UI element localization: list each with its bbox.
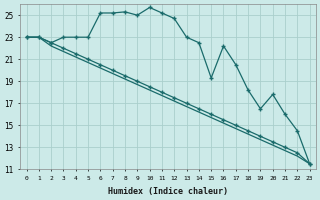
X-axis label: Humidex (Indice chaleur): Humidex (Indice chaleur) bbox=[108, 187, 228, 196]
